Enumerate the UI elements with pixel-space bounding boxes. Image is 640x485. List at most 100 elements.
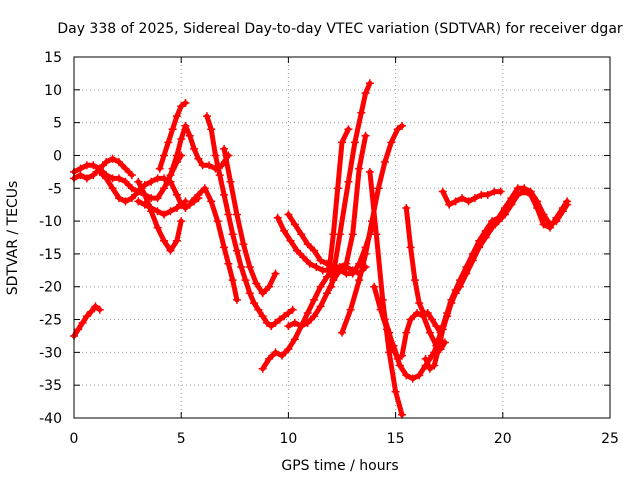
- data-point-marker: [160, 210, 169, 219]
- data-point-marker: [434, 335, 443, 344]
- series-arc-5: [135, 179, 184, 254]
- data-point-marker: [232, 246, 241, 255]
- data-point-marker: [402, 371, 411, 380]
- data-point-marker: [207, 197, 216, 206]
- data-point-marker: [258, 289, 267, 298]
- series-arc-3: [71, 156, 135, 181]
- data-point-marker: [232, 295, 241, 304]
- y-axis-label: SDTVAR / TECUs: [5, 181, 21, 296]
- data-point-marker: [290, 335, 299, 344]
- data-point-marker: [284, 210, 293, 219]
- data-point-marker: [365, 79, 374, 88]
- data-point-marker: [262, 318, 271, 327]
- data-point-marker: [398, 351, 407, 360]
- data-point-marker: [370, 282, 379, 291]
- data-point-marker: [545, 220, 554, 229]
- data-point-marker: [402, 203, 411, 212]
- data-point-marker: [239, 240, 248, 249]
- y-tick-label: -5: [48, 181, 62, 197]
- data-point-marker: [140, 200, 149, 209]
- data-point-marker: [563, 200, 572, 209]
- data-point-marker: [316, 256, 325, 265]
- data-point-marker: [342, 259, 351, 268]
- data-point-marker: [265, 282, 274, 291]
- data-point-marker: [172, 190, 181, 199]
- data-point-marker: [445, 200, 454, 209]
- data-point-marker: [288, 305, 297, 314]
- data-point-marker: [322, 289, 331, 298]
- data-point-marker: [147, 203, 156, 212]
- data-point-marker: [76, 171, 85, 180]
- data-point-marker: [280, 312, 289, 321]
- y-tick-label: -15: [39, 247, 62, 263]
- data-point-marker: [398, 121, 407, 130]
- data-point-marker: [475, 236, 484, 245]
- data-point-marker: [303, 318, 312, 327]
- data-point-marker: [310, 295, 319, 304]
- data-point-marker: [526, 187, 535, 196]
- data-point-marker: [395, 361, 404, 370]
- data-point-marker: [327, 282, 336, 291]
- data-point-marker: [451, 286, 460, 295]
- data-point-marker: [361, 249, 370, 258]
- data-point-marker: [121, 177, 130, 186]
- data-point-marker: [265, 354, 274, 363]
- data-point-marker: [299, 253, 308, 262]
- data-point-marker: [348, 266, 357, 275]
- data-point-marker: [202, 112, 211, 121]
- data-point-marker: [232, 210, 241, 219]
- data-point-marker: [164, 138, 173, 147]
- data-point-marker: [415, 371, 424, 380]
- data-point-marker: [89, 171, 98, 180]
- data-point-marker: [102, 174, 111, 183]
- data-point-marker: [451, 197, 460, 206]
- data-point-marker: [297, 230, 306, 239]
- data-point-marker: [177, 102, 186, 111]
- y-tick-label: -40: [39, 411, 62, 427]
- data-point-marker: [155, 164, 164, 173]
- x-tick-label: 25: [601, 431, 619, 447]
- data-point-marker: [421, 354, 430, 363]
- data-point-marker: [250, 299, 259, 308]
- plot-area: [70, 79, 572, 419]
- data-point-marker: [205, 161, 214, 170]
- data-point-marker: [153, 207, 162, 216]
- data-point-marker: [115, 174, 124, 183]
- data-point-marker: [134, 177, 143, 186]
- data-point-marker: [166, 207, 175, 216]
- data-point-marker: [87, 307, 96, 316]
- data-point-marker: [357, 108, 366, 117]
- data-point-marker: [280, 226, 289, 235]
- data-point-marker: [166, 246, 175, 255]
- data-point-marker: [385, 348, 394, 357]
- data-point-marker: [78, 318, 87, 327]
- series-arc-24: [440, 189, 504, 208]
- data-point-marker: [194, 190, 203, 199]
- y-tick-label: -25: [39, 313, 62, 329]
- data-point-marker: [224, 259, 233, 268]
- data-point-marker: [415, 299, 424, 308]
- x-tick-label: 5: [177, 431, 186, 447]
- data-point-marker: [228, 230, 237, 239]
- data-point-marker: [500, 203, 509, 212]
- data-point-marker: [207, 125, 216, 134]
- data-point-marker: [127, 184, 136, 193]
- data-point-marker: [372, 230, 381, 239]
- data-point-marker: [284, 345, 293, 354]
- data-point-marker: [338, 138, 346, 147]
- x-tick-label: 10: [279, 431, 297, 447]
- data-point-marker: [177, 200, 186, 209]
- y-tick-label: 5: [53, 116, 62, 132]
- data-point-marker: [168, 164, 177, 173]
- data-point-marker: [258, 312, 267, 321]
- data-point-marker: [215, 171, 224, 180]
- data-point-marker: [187, 197, 196, 206]
- data-point-marker: [470, 194, 479, 203]
- data-point-marker: [160, 174, 169, 183]
- plot-frame: [73, 56, 611, 419]
- data-point-marker: [322, 272, 331, 281]
- data-point-marker: [127, 171, 136, 180]
- data-point-marker: [361, 89, 370, 98]
- data-point-marker: [95, 305, 104, 314]
